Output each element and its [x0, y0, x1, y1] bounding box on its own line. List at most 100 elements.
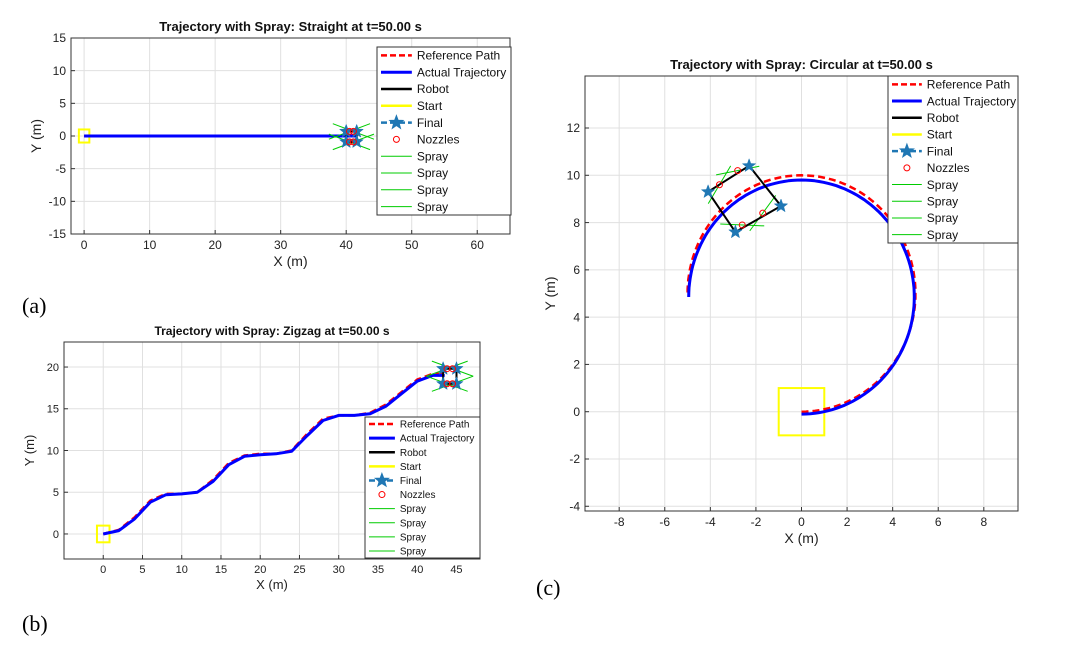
y-tick-label: 10 — [567, 168, 581, 182]
x-axis-label: X (m) — [784, 530, 818, 546]
legend-label: Actual Trajectory — [400, 434, 474, 445]
y-tick-label: 0 — [59, 129, 66, 143]
x-axis-label: X (m) — [273, 253, 307, 269]
y-tick-label: -5 — [55, 162, 66, 176]
spray-line — [720, 223, 765, 227]
x-tick-label: 40 — [411, 564, 423, 576]
legend: Reference Path Actual Trajectory Robot Star… — [364, 416, 481, 559]
legend-swatch-final-star — [388, 114, 405, 130]
x-tick-label: 8 — [980, 515, 987, 529]
nozzle-marker — [349, 138, 357, 146]
final-marker — [700, 184, 716, 199]
y-tick-label: -4 — [569, 499, 580, 513]
legend-label: Robot — [927, 111, 960, 125]
y-tick-label: 12 — [567, 121, 581, 135]
x-tick-label: 25 — [293, 564, 305, 576]
legend-swatch-nozzles — [378, 491, 386, 499]
x-tick-label: 40 — [340, 238, 354, 252]
x-tick-label: 2 — [844, 515, 851, 529]
legend-label: Spray — [927, 178, 958, 192]
legend-label: Start — [400, 462, 421, 473]
y-tick-label: 6 — [573, 263, 580, 277]
legend-label: Spray — [417, 149, 448, 163]
legend-label: Actual Trajectory — [927, 94, 1016, 108]
final-marker — [449, 375, 464, 390]
y-tick-label: 8 — [573, 216, 580, 230]
legend-box — [364, 416, 481, 559]
legend-label: Reference Path — [927, 78, 1010, 92]
x-axis-label: X (m) — [256, 577, 288, 592]
legend-box — [376, 46, 512, 216]
x-tick-label: 10 — [176, 564, 188, 576]
legend-label: Final — [927, 144, 953, 158]
y-axis-label: Y (m) — [22, 435, 37, 467]
legend-label: Reference Path — [400, 420, 470, 431]
legend-swatch-final-star — [898, 142, 915, 158]
panel-label-a: (a) — [22, 293, 47, 318]
legend-label: Final — [400, 476, 422, 487]
x-tick-label: 0 — [100, 564, 106, 576]
nozzle-marker — [759, 209, 767, 217]
legend-label: Nozzles — [417, 133, 460, 147]
chart-title: Trajectory with Spray: Circular at t=50.… — [670, 57, 933, 72]
x-tick-label: 30 — [274, 238, 288, 252]
final-marker — [741, 158, 757, 173]
y-tick-label: -10 — [49, 195, 67, 209]
x-tick-label: -6 — [659, 515, 670, 529]
y-tick-label: 2 — [573, 358, 580, 372]
x-tick-label: 20 — [254, 564, 266, 576]
legend-label: Reference Path — [417, 49, 500, 63]
actual-trajectory-line — [687, 178, 916, 416]
legend-label: Spray — [417, 200, 448, 214]
x-tick-label: 50 — [405, 238, 419, 252]
y-tick-label: -2 — [569, 452, 580, 466]
x-tick-label: 45 — [450, 564, 462, 576]
y-tick-label: 5 — [59, 97, 66, 111]
plot-content — [77, 123, 375, 151]
legend-label: Spray — [927, 211, 958, 225]
chart-2: 0 5 10 15 20 25 30 35 40 45 0 5 10 15 20 Trajectory wit… — [22, 324, 481, 592]
panel-label-b: (b) — [22, 611, 48, 636]
legend: Reference Path Actual Trajectory Robot Star… — [376, 46, 512, 216]
y-tick-label: 5 — [53, 487, 59, 499]
y-tick-label: 20 — [47, 362, 59, 374]
x-tick-label: 10 — [143, 238, 157, 252]
y-tick-label: -15 — [49, 227, 67, 241]
chart-3: -8 -6 -4 -2 0 2 4 6 8 -4 -2 0 2 4 6 8 10 12 Trajectory wit… — [542, 57, 1019, 546]
nozzle-marker — [443, 365, 451, 373]
legend-box — [887, 75, 1019, 244]
nozzle-marker — [349, 127, 357, 135]
y-tick-label: 10 — [47, 445, 59, 457]
plot-content — [686, 158, 917, 437]
y-tick-label: 0 — [53, 529, 59, 541]
y-tick-label: 15 — [53, 31, 67, 45]
spray-line — [749, 195, 777, 232]
y-tick-label: 4 — [573, 310, 580, 324]
nozzle-marker — [345, 138, 353, 146]
y-axis-label: Y (m) — [28, 119, 44, 153]
x-tick-label: -2 — [751, 515, 762, 529]
x-tick-label: 15 — [215, 564, 227, 576]
x-tick-label: -4 — [705, 515, 716, 529]
legend-swatch-nozzles — [392, 135, 400, 143]
y-tick-label: 10 — [53, 64, 67, 78]
actual-trajectory-line — [102, 373, 445, 536]
legend-label: Start — [927, 128, 953, 142]
legend-label: Spray — [417, 183, 448, 197]
x-tick-label: -8 — [614, 515, 625, 529]
x-tick-label: 0 — [81, 238, 88, 252]
final-marker — [773, 198, 789, 213]
nozzle-marker — [715, 181, 723, 189]
plot-content — [95, 360, 474, 544]
x-tick-label: 4 — [889, 515, 896, 529]
legend-label: Spray — [400, 532, 426, 543]
x-tick-label: 30 — [333, 564, 345, 576]
x-tick-label: 60 — [471, 238, 485, 252]
nozzle-marker — [443, 380, 451, 388]
legend-label: Spray — [927, 228, 958, 242]
final-marker — [435, 360, 451, 375]
legend-label: Spray — [400, 504, 426, 515]
legend-swatch-final-star — [373, 471, 390, 488]
legend-swatch-nozzles — [903, 164, 911, 172]
